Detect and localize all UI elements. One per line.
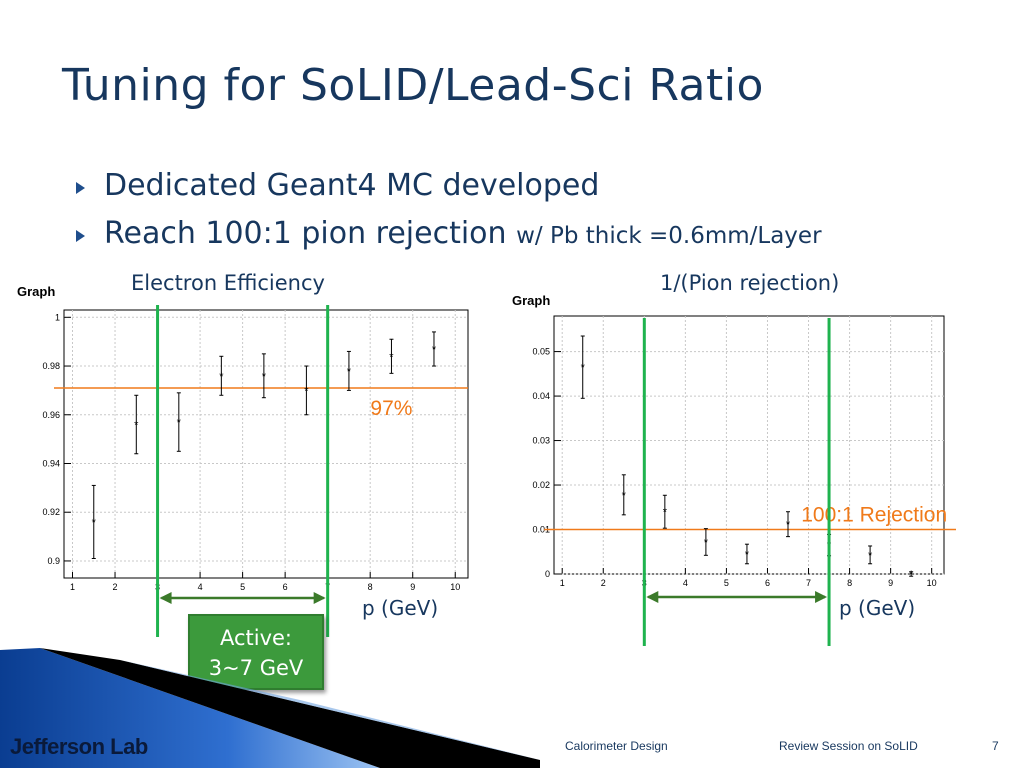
right-y-tick-label: 0.02 — [532, 480, 550, 490]
right-y-tick-label: 0.01 — [532, 525, 550, 535]
bullet-small-text: w/ Pb thick =0.6mm/Layer — [516, 223, 822, 249]
left-data-point: * — [262, 371, 267, 383]
right-chart-caption: 1/(Pion rejection) — [660, 271, 840, 295]
right-data-point: * — [745, 549, 750, 561]
bullet-main-text: Reach 100:1 pion rejection — [104, 216, 517, 251]
left-x-tick-label: 9 — [410, 582, 415, 592]
left-data-point: * — [177, 417, 182, 429]
right-data-point: * — [909, 569, 914, 581]
footer-center-text: Review Session on SoLID — [779, 739, 918, 753]
active-label: Active: — [219, 626, 293, 650]
left-x-tick-label: 5 — [240, 582, 245, 592]
right-threshold-label: 100:1 Rejection — [801, 504, 947, 527]
right-x-tick-label: 6 — [765, 578, 770, 588]
right-x-tick-label: 4 — [683, 578, 688, 588]
left-x-tick-label: 10 — [450, 582, 460, 592]
active-range-label: 3~7 GeV — [208, 656, 304, 680]
right-y-tick-label: 0.05 — [532, 347, 550, 357]
bullet-text: Reach 100:1 pion rejection w/ Pb thick =… — [104, 216, 822, 251]
left-data-point: * — [134, 420, 139, 432]
right-range-arrow-right-icon — [815, 591, 828, 603]
right-x-tick-label: 1 — [560, 578, 565, 588]
bullet-arrow-icon — [76, 230, 85, 242]
left-x-axis-label: p (GeV) — [362, 596, 439, 620]
left-data-point: * — [304, 385, 309, 397]
right-data-point: * — [786, 519, 791, 531]
jefferson-lab-logo: Jefferson Lab — [10, 734, 148, 759]
slide-title: Tuning for SoLID/Lead-Sci Ratio — [62, 60, 764, 111]
left-y-tick-label: 1 — [55, 312, 60, 322]
active-range-box: Active: 3~7 GeV — [188, 614, 324, 690]
right-x-axis-label: p (GeV) — [839, 596, 916, 620]
left-data-point: * — [389, 351, 394, 363]
right-x-tick-label: 5 — [724, 578, 729, 588]
left-y-tick-label: 0.94 — [42, 458, 60, 468]
left-chart: 123456789100.90.920.940.960.98197%******… — [42, 305, 469, 637]
left-y-tick-label: 0.92 — [42, 507, 60, 517]
page-number: 7 — [992, 739, 999, 753]
right-data-point: * — [622, 490, 627, 502]
right-y-tick-label: 0.03 — [532, 436, 550, 446]
right-x-tick-label: 9 — [888, 578, 893, 588]
left-x-tick-label: 8 — [368, 582, 373, 592]
right-x-tick-label: 8 — [847, 578, 852, 588]
left-range-arrow-left-icon — [159, 592, 172, 604]
left-y-tick-label: 0.9 — [47, 556, 60, 566]
right-x-tick-label: 2 — [601, 578, 606, 588]
bullet-text: Dedicated Geant4 MC developed — [104, 168, 600, 203]
left-data-point: * — [92, 517, 97, 529]
right-range-arrow-left-icon — [646, 591, 659, 603]
left-data-point: * — [432, 344, 437, 356]
left-data-point: * — [347, 366, 352, 378]
left-range-arrow-right-icon — [313, 592, 326, 604]
left-x-tick-label: 1 — [70, 582, 75, 592]
left-graph-title: Graph — [17, 284, 56, 299]
right-data-point: * — [581, 362, 586, 374]
left-y-tick-label: 0.98 — [42, 361, 60, 371]
left-threshold-label: 97% — [370, 397, 412, 420]
right-x-tick-label: 10 — [927, 578, 937, 588]
footer-left-text: Calorimeter Design — [565, 739, 668, 753]
left-chart-caption: Electron Efficiency — [131, 271, 325, 295]
left-x-tick-label: 6 — [283, 582, 288, 592]
right-graph-title: Graph — [512, 293, 551, 308]
right-data-point: * — [663, 507, 668, 519]
right-data-point: * — [704, 537, 709, 549]
left-y-tick-label: 0.96 — [42, 410, 60, 420]
bullet-arrow-icon — [76, 182, 85, 194]
left-x-tick-label: 2 — [113, 582, 118, 592]
left-data-point: * — [219, 371, 224, 383]
right-data-point: * — [868, 550, 873, 562]
right-plot-area — [553, 315, 945, 575]
right-y-tick-label: 0.04 — [532, 391, 550, 401]
right-x-tick-label: 7 — [806, 578, 811, 588]
left-x-tick-label: 4 — [198, 582, 203, 592]
left-plot-area — [63, 309, 469, 579]
right-y-tick-label: 0 — [545, 569, 550, 579]
